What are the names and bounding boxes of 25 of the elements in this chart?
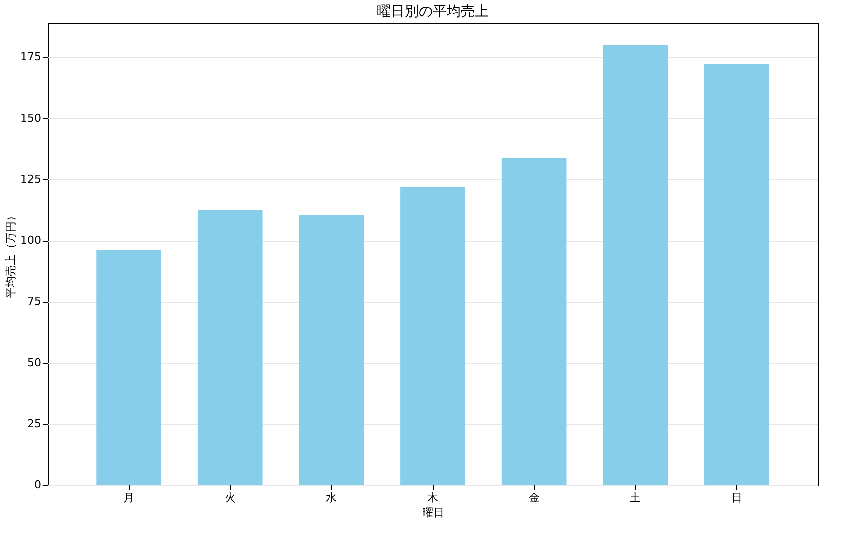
y-tick-label: 100	[20, 234, 42, 248]
x-tick-label: 月	[124, 492, 135, 504]
bar	[704, 64, 770, 485]
x-tick-label: 金	[528, 492, 540, 504]
bar	[96, 250, 162, 485]
x-tick-label: 土	[630, 492, 642, 504]
bar	[198, 210, 263, 485]
y-axis-title: 平均売上（万円）	[4, 210, 18, 298]
y-tick-label: 0	[34, 478, 42, 492]
x-axis-title: 曜日	[422, 506, 444, 520]
bar	[400, 187, 466, 485]
x-tick-label: 火	[224, 492, 236, 504]
bar	[603, 45, 668, 485]
y-tick-label: 75	[28, 295, 42, 308]
bar	[299, 215, 364, 485]
y-tick-label: 50	[28, 356, 42, 370]
x-tick-label: 日	[731, 492, 742, 504]
y-tick-label: 175	[20, 50, 42, 64]
y-tick-label: 25	[28, 417, 42, 430]
chart-title: 曜日別の平均売上	[377, 4, 489, 20]
y-tick-label: 125	[20, 172, 42, 186]
y-tick-label: 150	[20, 112, 42, 125]
bar	[502, 158, 567, 485]
x-tick-label: 水	[326, 492, 338, 504]
x-tick-label: 木	[428, 492, 438, 504]
